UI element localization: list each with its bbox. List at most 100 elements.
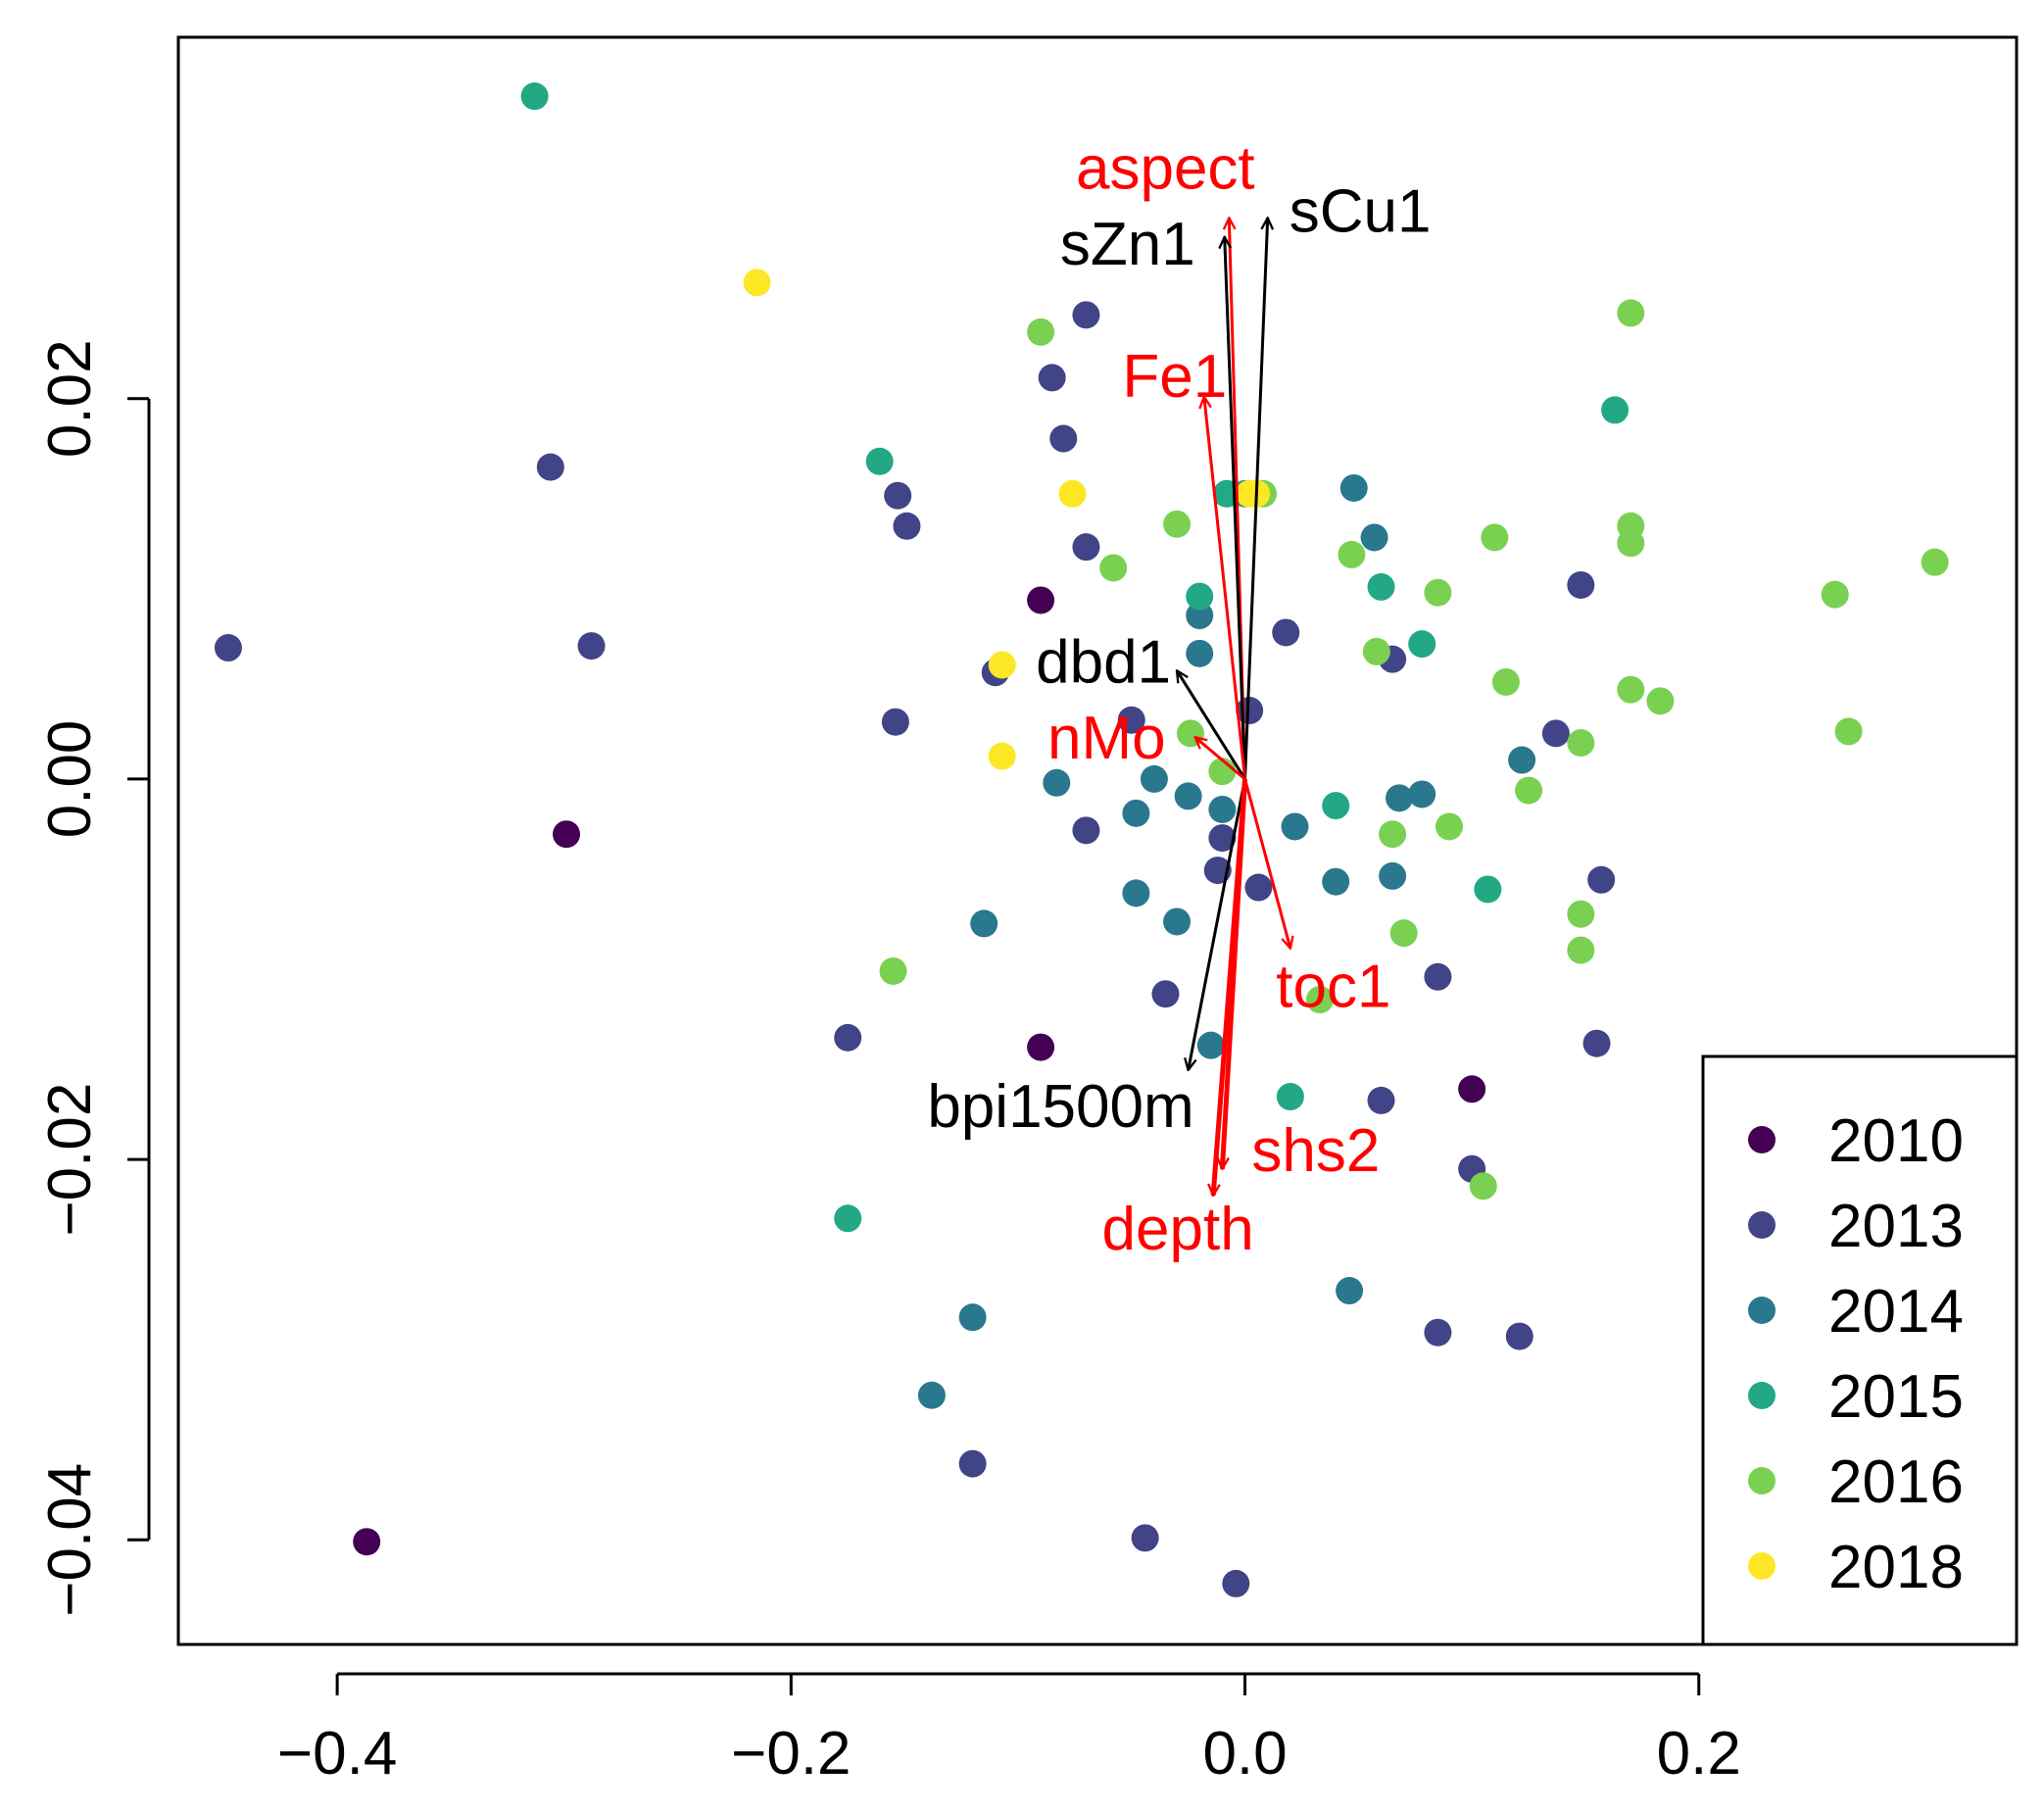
point-2016 (1389, 919, 1418, 948)
point-2014 (1186, 602, 1214, 630)
point-2016 (1567, 900, 1595, 928)
x-tick-label: −0.2 (731, 1720, 851, 1788)
point-2013 (1117, 706, 1145, 734)
point-2015 (865, 447, 894, 475)
point-2016 (1567, 729, 1595, 758)
vector-dbd1 (1177, 670, 1246, 780)
legend-box (1701, 1054, 2019, 1646)
point-2013 (1049, 424, 1078, 453)
point-2016 (1617, 512, 1645, 540)
vector-label-toc1: toc1 (1276, 954, 1390, 1021)
point-2010 (353, 1528, 381, 1556)
point-2014 (1408, 780, 1436, 808)
point-2016 (1617, 299, 1645, 327)
vector-label-aspect: aspect (1076, 134, 1255, 202)
vector-label-nMo: nMo (1047, 705, 1166, 772)
legend-label-2014: 2014 (1828, 1278, 1964, 1346)
point-2014 (1360, 523, 1388, 552)
point-2016 (1435, 812, 1463, 841)
point-2013 (834, 1023, 862, 1052)
point-2013 (1072, 301, 1100, 329)
point-2013 (577, 632, 606, 661)
legend-label-2016: 2016 (1828, 1448, 1964, 1516)
point-2010 (1027, 586, 1055, 614)
point-2014 (1174, 782, 1202, 810)
point-2016 (1305, 986, 1334, 1014)
point-2016 (1567, 936, 1595, 964)
legend-marker-2010 (1748, 1126, 1776, 1153)
legend-marker-2015 (1748, 1382, 1776, 1409)
point-2013 (1541, 719, 1570, 748)
point-2016 (1338, 540, 1366, 568)
point-2015 (1474, 875, 1502, 904)
point-2013 (893, 512, 921, 540)
vector-label-dbd1: dbd1 (1036, 628, 1171, 696)
point-2013 (881, 708, 909, 736)
point-2013 (1131, 1524, 1159, 1552)
vector-label-Fe1: Fe1 (1122, 343, 1227, 411)
point-2013 (1582, 1029, 1611, 1057)
point-2016 (1424, 578, 1452, 607)
point-2013 (1072, 533, 1100, 562)
point-2010 (1027, 1033, 1055, 1061)
vector-depth (1213, 778, 1248, 1196)
point-2018 (743, 269, 771, 297)
point-2016 (1491, 667, 1520, 696)
point-2018 (988, 651, 1016, 679)
point-2016 (1821, 580, 1849, 609)
vector-sZn1 (1225, 237, 1247, 779)
point-2013 (1272, 618, 1300, 647)
point-2014 (1208, 795, 1237, 823)
legend-label-2015: 2015 (1828, 1363, 1964, 1431)
point-2014 (1122, 799, 1150, 827)
legend-marker-2016 (1748, 1467, 1776, 1494)
point-2014 (970, 909, 998, 938)
point-2013 (1038, 364, 1066, 392)
legend-marker-2018 (1748, 1552, 1776, 1580)
point-2013 (1367, 1086, 1395, 1114)
vector-nMo (1195, 737, 1246, 781)
point-2013 (1072, 816, 1100, 845)
vector-toc1 (1243, 778, 1290, 949)
point-2014 (1379, 861, 1407, 890)
point-2016 (1362, 637, 1390, 665)
point-2015 (1408, 630, 1436, 659)
vector-sCu1 (1243, 218, 1268, 779)
vector-label-bpi1500m: bpi1500m (927, 1073, 1193, 1141)
vector-label-depth: depth (1102, 1196, 1254, 1263)
point-2010 (553, 820, 581, 849)
vector-label-sCu1: sCu1 (1290, 177, 1432, 245)
legend-marker-2013 (1748, 1211, 1776, 1239)
point-2013 (1424, 962, 1452, 991)
point-2013 (1151, 980, 1180, 1008)
point-2014 (1140, 764, 1168, 793)
point-2014 (1196, 1031, 1225, 1059)
legend-marker-2014 (1748, 1297, 1776, 1324)
point-2016 (1515, 776, 1543, 805)
point-2013 (1505, 1322, 1533, 1350)
x-tick-label: 0.2 (1657, 1720, 1741, 1788)
point-2013 (1424, 1318, 1452, 1347)
point-2014 (917, 1381, 946, 1409)
point-2014 (958, 1303, 987, 1332)
point-2010 (1458, 1075, 1486, 1103)
point-2016 (1481, 523, 1509, 552)
legend-label-2013: 2013 (1828, 1193, 1964, 1260)
point-2014 (1163, 907, 1192, 936)
y-axis: −0.04 −0.02 0.00 0.02 (36, 339, 151, 1617)
x-tick-label: 0.0 (1202, 1720, 1287, 1788)
environment-vectors: aspect sZn1 sCu1 Fe1 dbd1 nMo toc1 bpi1500m shs2… (927, 134, 1431, 1263)
y-tick-label: 0.02 (36, 339, 104, 458)
point-2016 (1617, 675, 1645, 704)
x-axis: −0.4 −0.2 0.0 0.2 (277, 1672, 1741, 1788)
point-2013 (884, 481, 912, 510)
y-tick-label: −0.04 (36, 1463, 104, 1617)
point-2016 (1646, 687, 1675, 715)
point-2013 (1222, 1569, 1250, 1597)
point-2016 (1834, 717, 1863, 746)
point-2013 (1244, 873, 1273, 902)
point-2014 (1339, 473, 1368, 502)
x-tick-label: −0.4 (277, 1720, 397, 1788)
point-2018 (1058, 479, 1087, 508)
